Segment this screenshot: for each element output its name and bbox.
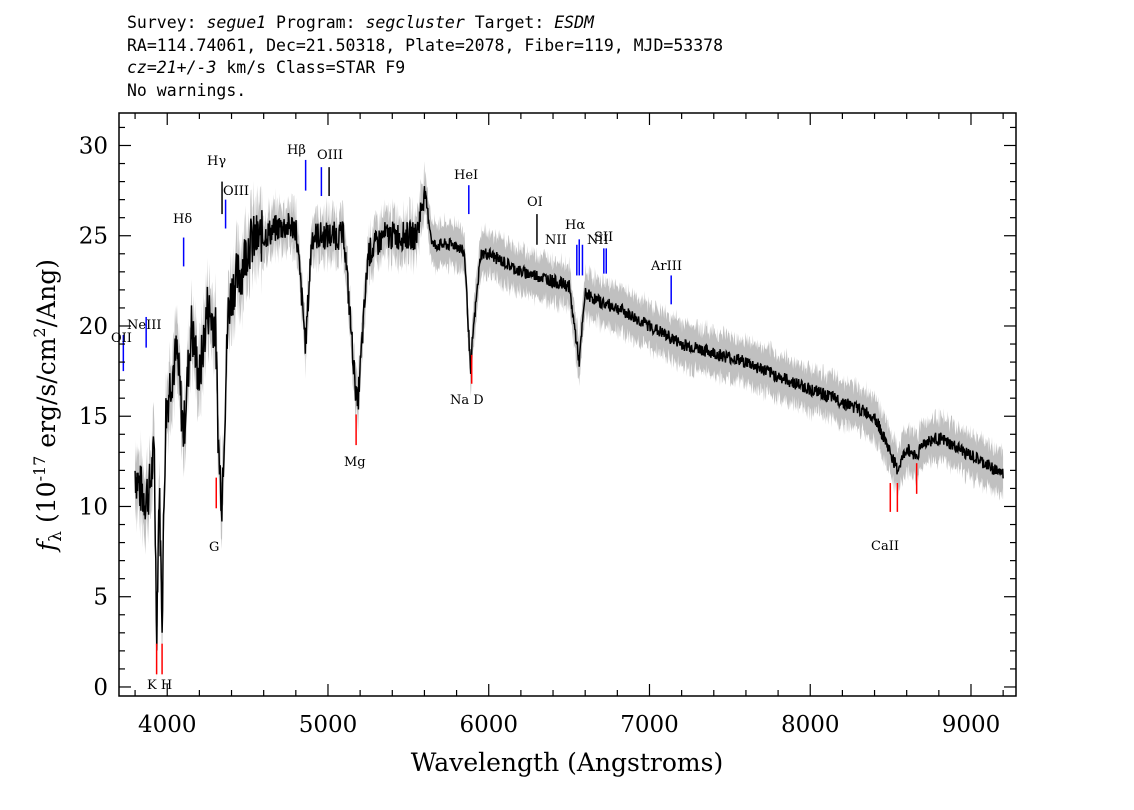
spectral-line-markers <box>122 159 918 675</box>
label-hei: HeI <box>454 168 478 183</box>
flux-line <box>134 186 1004 651</box>
y-label-units-c: /Ang) <box>32 259 61 327</box>
label-oiii-4363: OIII <box>223 184 249 199</box>
y-tick-label: 10 <box>79 494 108 520</box>
x-axis-label: Wavelength (Angstroms) <box>411 748 723 777</box>
axis-tick-labels: 4000 5000 6000 7000 8000 9000 0 5 10 15 20 25 30 <box>79 133 1001 738</box>
y-label-f: f <box>32 538 61 553</box>
y-label-exp2: 2 <box>30 327 49 337</box>
y-tick-label: 30 <box>79 133 108 159</box>
x-tick-label: 4000 <box>138 712 197 738</box>
y-label-exp: -17 <box>30 456 49 482</box>
label-nad: Na D <box>450 393 484 408</box>
header-line-redshift: cz=21+/-3 km/s Class=STAR F9 <box>127 57 723 80</box>
x-tick-label: 6000 <box>459 712 518 738</box>
label-hbeta: Hβ <box>287 143 306 158</box>
label-halpha: Hα <box>565 218 585 233</box>
plot-frame <box>118 112 1017 697</box>
label-nii-6548: NII <box>545 233 567 248</box>
y-label-units-a: (10 <box>32 481 61 531</box>
target-label: Target: <box>474 13 545 32</box>
label-mg: Mg <box>344 455 366 470</box>
y-tick-label: 15 <box>79 404 108 430</box>
y-tick-label: 20 <box>79 314 108 340</box>
header-line-warnings: No warnings. <box>127 80 247 100</box>
x-tick-label: 9000 <box>942 712 1001 738</box>
x-tick-label: 7000 <box>620 712 679 738</box>
x-tick-label: 8000 <box>781 712 840 738</box>
label-kh: K H <box>147 678 172 693</box>
survey-label: Survey: <box>127 13 197 32</box>
y-axis-label: fλ (10-17 erg/s/cm2/Ang) <box>30 259 66 553</box>
error-band-area <box>135 161 1004 680</box>
header-line-coordinates: RA=114.74061, Dec=21.50318, Plate=2078, … <box>127 35 724 55</box>
spectral-line-labels: OII NeIII Hδ Hγ OIII Hβ OIII HeI OI NII … <box>111 143 899 693</box>
x-tick-label: 5000 <box>299 712 358 738</box>
label-caii: CaII <box>871 539 899 554</box>
label-hgamma: Hγ <box>207 154 226 169</box>
label-oi: OI <box>527 195 543 210</box>
label-sii: SII <box>594 230 613 245</box>
flux-series <box>134 186 1004 651</box>
target-value: ESDM <box>554 13 594 32</box>
label-oiii-5007: OIII <box>317 148 343 163</box>
spectrum-header: Survey: segue1 Program: segcluster Targe… <box>127 12 723 102</box>
label-neiii: NeIII <box>127 318 161 333</box>
label-oii: OII <box>111 331 132 346</box>
y-tick-label: 5 <box>93 585 108 611</box>
header-line-survey: Survey: segue1 Program: segcluster Targe… <box>127 12 723 35</box>
y-label-lambda: λ <box>46 531 66 542</box>
error-band <box>135 161 1004 680</box>
label-nii-6583: NII <box>587 233 609 248</box>
axis-ticks <box>119 113 1016 696</box>
y-tick-label: 25 <box>79 224 108 250</box>
cz-value: cz=21+/-3 <box>127 58 217 77</box>
y-label-units-b: erg/s/cm <box>32 337 61 455</box>
label-g: G <box>209 540 219 555</box>
class-text: km/s Class=STAR F9 <box>216 58 406 77</box>
survey-value: segue1 <box>206 13 267 32</box>
label-ariii: ArIII <box>650 259 682 274</box>
y-tick-label: 0 <box>93 675 108 701</box>
program-value: segcluster <box>365 13 465 32</box>
label-hdelta: Hδ <box>173 212 192 227</box>
program-label: Program: <box>276 13 356 32</box>
